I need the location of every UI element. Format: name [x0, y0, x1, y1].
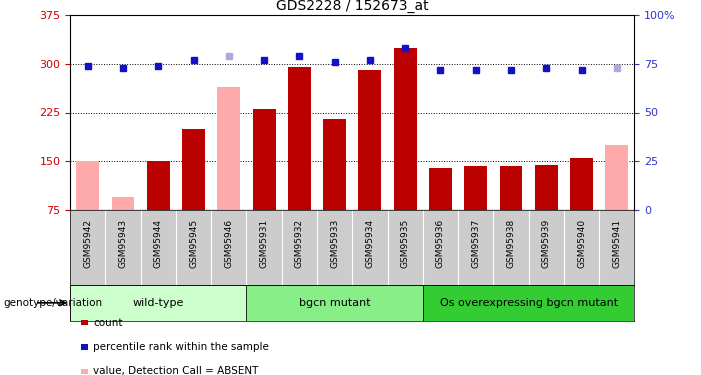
- Text: GSM95932: GSM95932: [295, 219, 304, 268]
- Text: GSM95938: GSM95938: [506, 219, 515, 268]
- Bar: [217, 87, 240, 210]
- Text: GSM95936: GSM95936: [436, 219, 445, 268]
- Bar: [464, 166, 487, 210]
- Bar: [76, 161, 100, 210]
- Bar: [429, 168, 452, 210]
- Bar: [111, 197, 135, 210]
- Text: GSM95931: GSM95931: [259, 219, 268, 268]
- Text: GSM95942: GSM95942: [83, 219, 93, 268]
- Text: GSM95944: GSM95944: [154, 219, 163, 268]
- Bar: [252, 109, 275, 210]
- Bar: [147, 161, 170, 210]
- Text: GSM95935: GSM95935: [401, 219, 409, 268]
- FancyBboxPatch shape: [423, 285, 634, 321]
- Text: GSM95937: GSM95937: [471, 219, 480, 268]
- Text: bgcn mutant: bgcn mutant: [299, 298, 370, 308]
- FancyBboxPatch shape: [247, 285, 423, 321]
- Text: value, Detection Call = ABSENT: value, Detection Call = ABSENT: [93, 366, 259, 375]
- Text: percentile rank within the sample: percentile rank within the sample: [93, 342, 268, 352]
- Text: count: count: [93, 318, 123, 327]
- Bar: [500, 166, 522, 210]
- Text: wild-type: wild-type: [132, 298, 184, 308]
- Text: GSM95934: GSM95934: [365, 219, 374, 268]
- Bar: [288, 67, 311, 210]
- Text: GSM95945: GSM95945: [189, 219, 198, 268]
- Text: Os overexpressing bgcn mutant: Os overexpressing bgcn mutant: [440, 298, 618, 308]
- Bar: [570, 158, 593, 210]
- Bar: [358, 70, 381, 210]
- Text: GSM95943: GSM95943: [118, 219, 128, 268]
- Text: GSM95933: GSM95933: [330, 219, 339, 268]
- Text: GSM95941: GSM95941: [612, 219, 621, 268]
- Bar: [605, 145, 628, 210]
- Bar: [182, 129, 205, 210]
- Title: GDS2228 / 152673_at: GDS2228 / 152673_at: [276, 0, 428, 13]
- Bar: [394, 48, 416, 210]
- Bar: [535, 165, 558, 210]
- Bar: [323, 119, 346, 210]
- Text: GSM95946: GSM95946: [224, 219, 233, 268]
- Text: genotype/variation: genotype/variation: [4, 298, 102, 308]
- Text: GSM95940: GSM95940: [577, 219, 586, 268]
- FancyBboxPatch shape: [70, 285, 247, 321]
- Text: GSM95939: GSM95939: [542, 219, 551, 268]
